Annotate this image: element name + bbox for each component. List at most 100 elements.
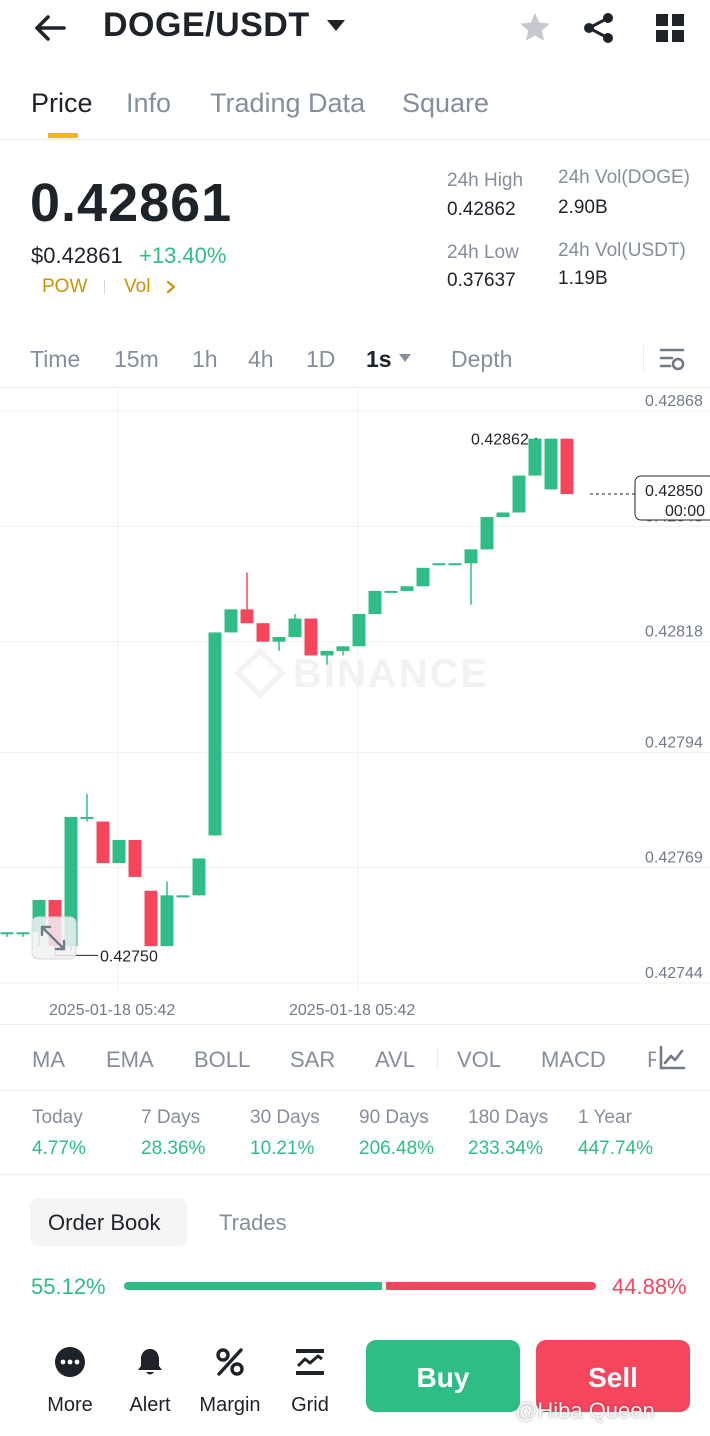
grid-trading-icon (296, 1349, 324, 1375)
candle-body (128, 840, 142, 877)
indicator-ema[interactable]: EMA (106, 1047, 154, 1072)
y-tick-label: 0.42868 (645, 393, 703, 410)
buy-ratio: 55.12% (31, 1274, 106, 1299)
vol-usdt-value: 1.19B (558, 268, 608, 289)
perf-label-today: Today (32, 1107, 83, 1128)
sell-button[interactable]: Sell (536, 1340, 690, 1412)
candle-body (240, 609, 254, 624)
candle-body (512, 475, 526, 513)
tag-vol[interactable]: Vol (124, 276, 151, 297)
candle-body (544, 438, 558, 490)
arrow-left-icon[interactable] (30, 8, 70, 48)
indicator-macd[interactable]: MACD (541, 1047, 606, 1072)
chevron-right-icon[interactable] (164, 279, 178, 295)
margin-button[interactable]: Margin (190, 1340, 270, 1420)
bottom-action-bar: More Alert Margin Grid Buy Sell (0, 1320, 710, 1436)
high-marker-label: 0.42862 (471, 432, 529, 449)
tab-square[interactable]: Square (402, 88, 490, 118)
candle-body (416, 567, 430, 587)
candle-body (336, 646, 350, 651)
candle-body (304, 618, 318, 656)
grid-icon[interactable] (652, 10, 688, 46)
star-icon[interactable] (517, 10, 553, 46)
alert-label: Alert (129, 1394, 171, 1416)
interval-1d[interactable]: 1D (306, 346, 336, 372)
indicator-chart-icon[interactable] (658, 1045, 686, 1071)
more-label: More (47, 1394, 93, 1416)
low-marker-label: 0.42750 (100, 948, 158, 965)
y-tick-label: 0.42744 (645, 965, 703, 982)
pair-title[interactable]: DOGE/USDT (103, 6, 310, 44)
perf-label-90d: 90 Days (359, 1107, 429, 1128)
interval-time[interactable]: Time (30, 346, 81, 372)
chart-settings-icon[interactable] (658, 345, 686, 373)
perf-value-30d: 10.21% (250, 1138, 315, 1159)
tab-order-book[interactable]: Order Book (30, 1198, 187, 1246)
indicator-avl[interactable]: AVL (375, 1047, 415, 1072)
y-tick-label: 0.42818 (645, 624, 703, 641)
perf-value-90d: 206.48% (359, 1138, 435, 1159)
indicator-rsi[interactable]: R (647, 1047, 656, 1072)
main-tabs: Price Info Trading Data Square (0, 80, 710, 140)
interval-bar: Time 15m 1h 4h 1D 1s Depth (0, 330, 710, 388)
price-change: +13.40% (139, 243, 227, 268)
indicator-divider (437, 1047, 438, 1069)
tab-info[interactable]: Info (126, 88, 172, 118)
price-usd: $0.42861 (31, 243, 123, 268)
performance-row: Today 4.77% 7 Days 28.36% 30 Days 10.21%… (0, 1091, 710, 1175)
candle-body (256, 623, 270, 642)
tab-price[interactable]: Price (31, 88, 93, 118)
candle-body (288, 618, 302, 638)
interval-1s[interactable]: 1s (366, 346, 392, 372)
alert-button[interactable]: Alert (110, 1340, 190, 1420)
indicator-boll[interactable]: BOLL (194, 1047, 251, 1072)
candlestick-chart[interactable]: 0.428680.428430.428180.427940.427690.427… (0, 389, 710, 1024)
last-price: 0.42861 (30, 173, 233, 233)
interval-depth[interactable]: Depth (451, 346, 513, 372)
vol-doge-value: 2.90B (558, 197, 608, 218)
y-tick-label: 0.42794 (645, 734, 703, 751)
candle-body (464, 549, 478, 564)
low-label: 24h Low (447, 242, 519, 263)
order-book-label: Order Book (48, 1210, 161, 1235)
interval-15m[interactable]: 15m (114, 346, 159, 372)
percent-icon (216, 1348, 244, 1376)
more-button[interactable]: More (30, 1340, 110, 1420)
candle-body (0, 932, 14, 935)
indicator-ma[interactable]: MA (32, 1047, 65, 1072)
binance-watermark: BINANCE (293, 652, 489, 696)
bell-icon (138, 1349, 162, 1375)
user-watermark: @Hiba Queen (515, 1398, 655, 1423)
grid-trading-button[interactable]: Grid (270, 1340, 350, 1420)
price-chart[interactable]: 0.428680.428430.428180.427940.427690.427… (0, 389, 710, 1024)
binance-logo-icon (234, 647, 286, 699)
tab-trading-data[interactable]: Trading Data (210, 88, 366, 118)
interval-4h[interactable]: 4h (248, 346, 274, 372)
caret-down-icon[interactable] (398, 352, 412, 364)
margin-label: Margin (199, 1394, 261, 1416)
interval-1h[interactable]: 1h (192, 346, 218, 372)
indicator-sar[interactable]: SAR (290, 1047, 336, 1072)
indicator-vol[interactable]: VOL (457, 1047, 502, 1072)
tab-trades[interactable]: Trades (219, 1210, 287, 1235)
perf-label-7d: 7 Days (141, 1107, 201, 1128)
perf-value-today: 4.77% (32, 1138, 86, 1159)
candle-body (208, 632, 222, 836)
caret-down-icon[interactable] (325, 18, 347, 34)
buy-ratio-bar (124, 1282, 382, 1290)
current-price-label: 0.42850 (645, 483, 703, 500)
y-tick-label: 0.42769 (645, 850, 703, 867)
tag-pow[interactable]: POW (42, 276, 88, 297)
candle-body (96, 821, 110, 864)
share-icon[interactable] (581, 10, 617, 46)
candle-body (112, 840, 126, 864)
chart-divider (0, 1024, 710, 1025)
candle-body (224, 609, 238, 633)
header: DOGE/USDT (0, 0, 710, 60)
indicator-bar: MA EMA BOLL SAR AVL VOL MACD R (0, 1025, 710, 1091)
candle-body (272, 637, 286, 642)
sell-ratio: 44.88% (612, 1274, 687, 1299)
buy-button[interactable]: Buy (366, 1340, 520, 1412)
fullscreen-icon[interactable] (31, 916, 77, 960)
current-price-tag (634, 475, 710, 521)
